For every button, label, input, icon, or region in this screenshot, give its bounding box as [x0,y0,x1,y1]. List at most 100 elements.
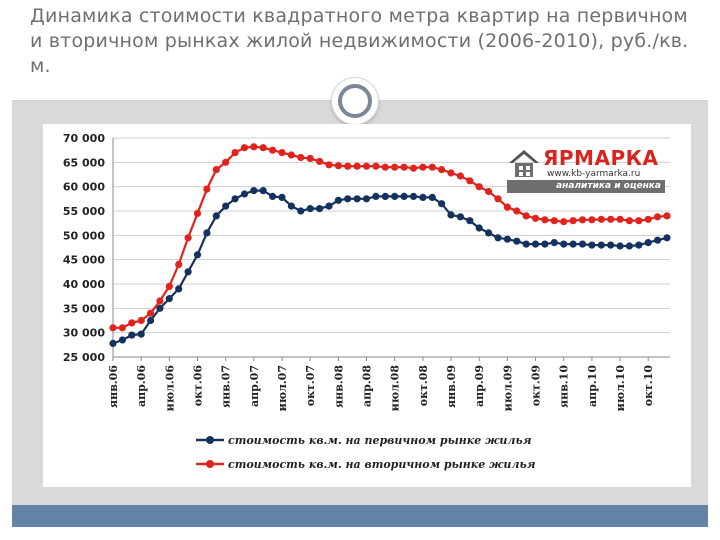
series-1-point [278,193,286,201]
x-tick-label: апр.06 [135,365,148,407]
series-2-point [409,164,418,172]
series-1-point [287,202,295,210]
series-2-point [165,282,173,290]
x-tick-label: июл.10 [614,365,627,412]
series-2-point [175,260,183,269]
x-tick-label: июл.08 [389,365,402,412]
series-2-point [109,324,117,332]
series-1-point [334,196,342,204]
series-2-point [240,144,249,152]
series-2-point [513,207,521,215]
series-1-point [550,239,558,247]
series-2-point [184,234,192,242]
series-1-point [240,190,249,198]
legend-label-2: стоимость кв.м. на вторичном рынке жилья [228,458,536,471]
series-1-point [400,192,408,200]
series-1-point [353,195,361,203]
series-1-point [118,336,126,344]
series-2-point [485,187,493,196]
series-1-point [625,242,634,250]
series-1-point [503,235,511,243]
series-2-point [203,185,211,193]
series-1-point [325,202,333,210]
series-2-point [222,158,230,166]
series-1-point [494,234,502,242]
series-2-point [663,212,671,220]
x-tick-label: апр.10 [586,365,599,407]
series-1-point [447,211,455,219]
series-2-point [494,195,502,203]
series-1-point [193,251,202,259]
x-tick-label: июл.06 [163,365,176,412]
series-1-point [203,229,211,237]
series-2-point [193,209,202,217]
series-1-point [635,241,643,249]
series-1-point [475,224,483,232]
series-2-point [475,183,483,191]
series-1-point [212,212,220,220]
x-tick-label: окт.10 [642,365,655,407]
series-2-point [353,162,361,170]
series-2-point [231,149,239,157]
x-tick-label: окт.09 [530,365,543,406]
series-1-point [588,241,596,249]
series-2-point [447,169,455,177]
y-tick-label: 45 000 [63,254,105,267]
x-tick-label: янв.08 [332,365,345,408]
series-1-point [522,240,530,248]
series-2-point [156,297,164,305]
series-2-point [362,162,371,170]
logo-url: www.kb-yarmarka.ru [547,169,641,179]
series-1-point [109,339,117,347]
series-1-point [428,193,436,201]
series-1-point [541,240,549,248]
series-2-point [137,316,145,325]
series-2-point [597,215,605,223]
series-2-point [531,214,540,222]
series-2-point [560,218,568,226]
x-tick-label: окт.08 [417,365,430,407]
series-1-point [663,234,671,242]
slide-title: Динамика стоимости квадратного метра ква… [30,5,689,77]
series-2-point [381,163,389,171]
series-1-point [531,240,540,248]
series-1-point [297,207,305,215]
series-2-point [438,166,446,174]
series-2-point [250,143,258,151]
series-2-point [128,319,136,327]
series-1-point [362,195,371,203]
series-2-point [316,157,324,165]
series-2-point [625,217,634,225]
series-1-point [175,285,183,293]
x-tick-label: апр.09 [473,365,486,407]
ring-ornament-icon [332,78,378,124]
series-1-point [344,195,352,203]
y-tick-label: 70 000 [63,132,105,145]
series-1-point [156,304,164,312]
series-1-point [616,242,624,250]
series-2-point [259,144,267,152]
series-2-point [428,163,436,171]
x-tick-label: июл.09 [501,365,514,411]
series-2-point [550,217,558,225]
series-2-point [278,149,286,157]
series-1-point [466,217,474,225]
series-1-point [372,192,380,200]
y-tick-label: 25 000 [63,351,105,364]
series-2-point [212,166,220,174]
y-tick-label: 55 000 [63,205,105,218]
series-1-point [269,192,277,200]
series-2-point [522,212,530,220]
series-2-point [503,203,511,211]
series-2-point [569,217,577,225]
series-2-point [419,163,427,171]
series-1-point [306,205,314,213]
series-1-point [438,200,446,208]
series-1-point [569,240,577,248]
x-tick-label: окт.06 [192,365,205,407]
series-2-point [344,162,352,170]
series-2-point [456,172,464,180]
series-1-point [644,239,652,247]
x-tick-label: окт.07 [304,365,317,406]
series-1-point [316,205,324,213]
